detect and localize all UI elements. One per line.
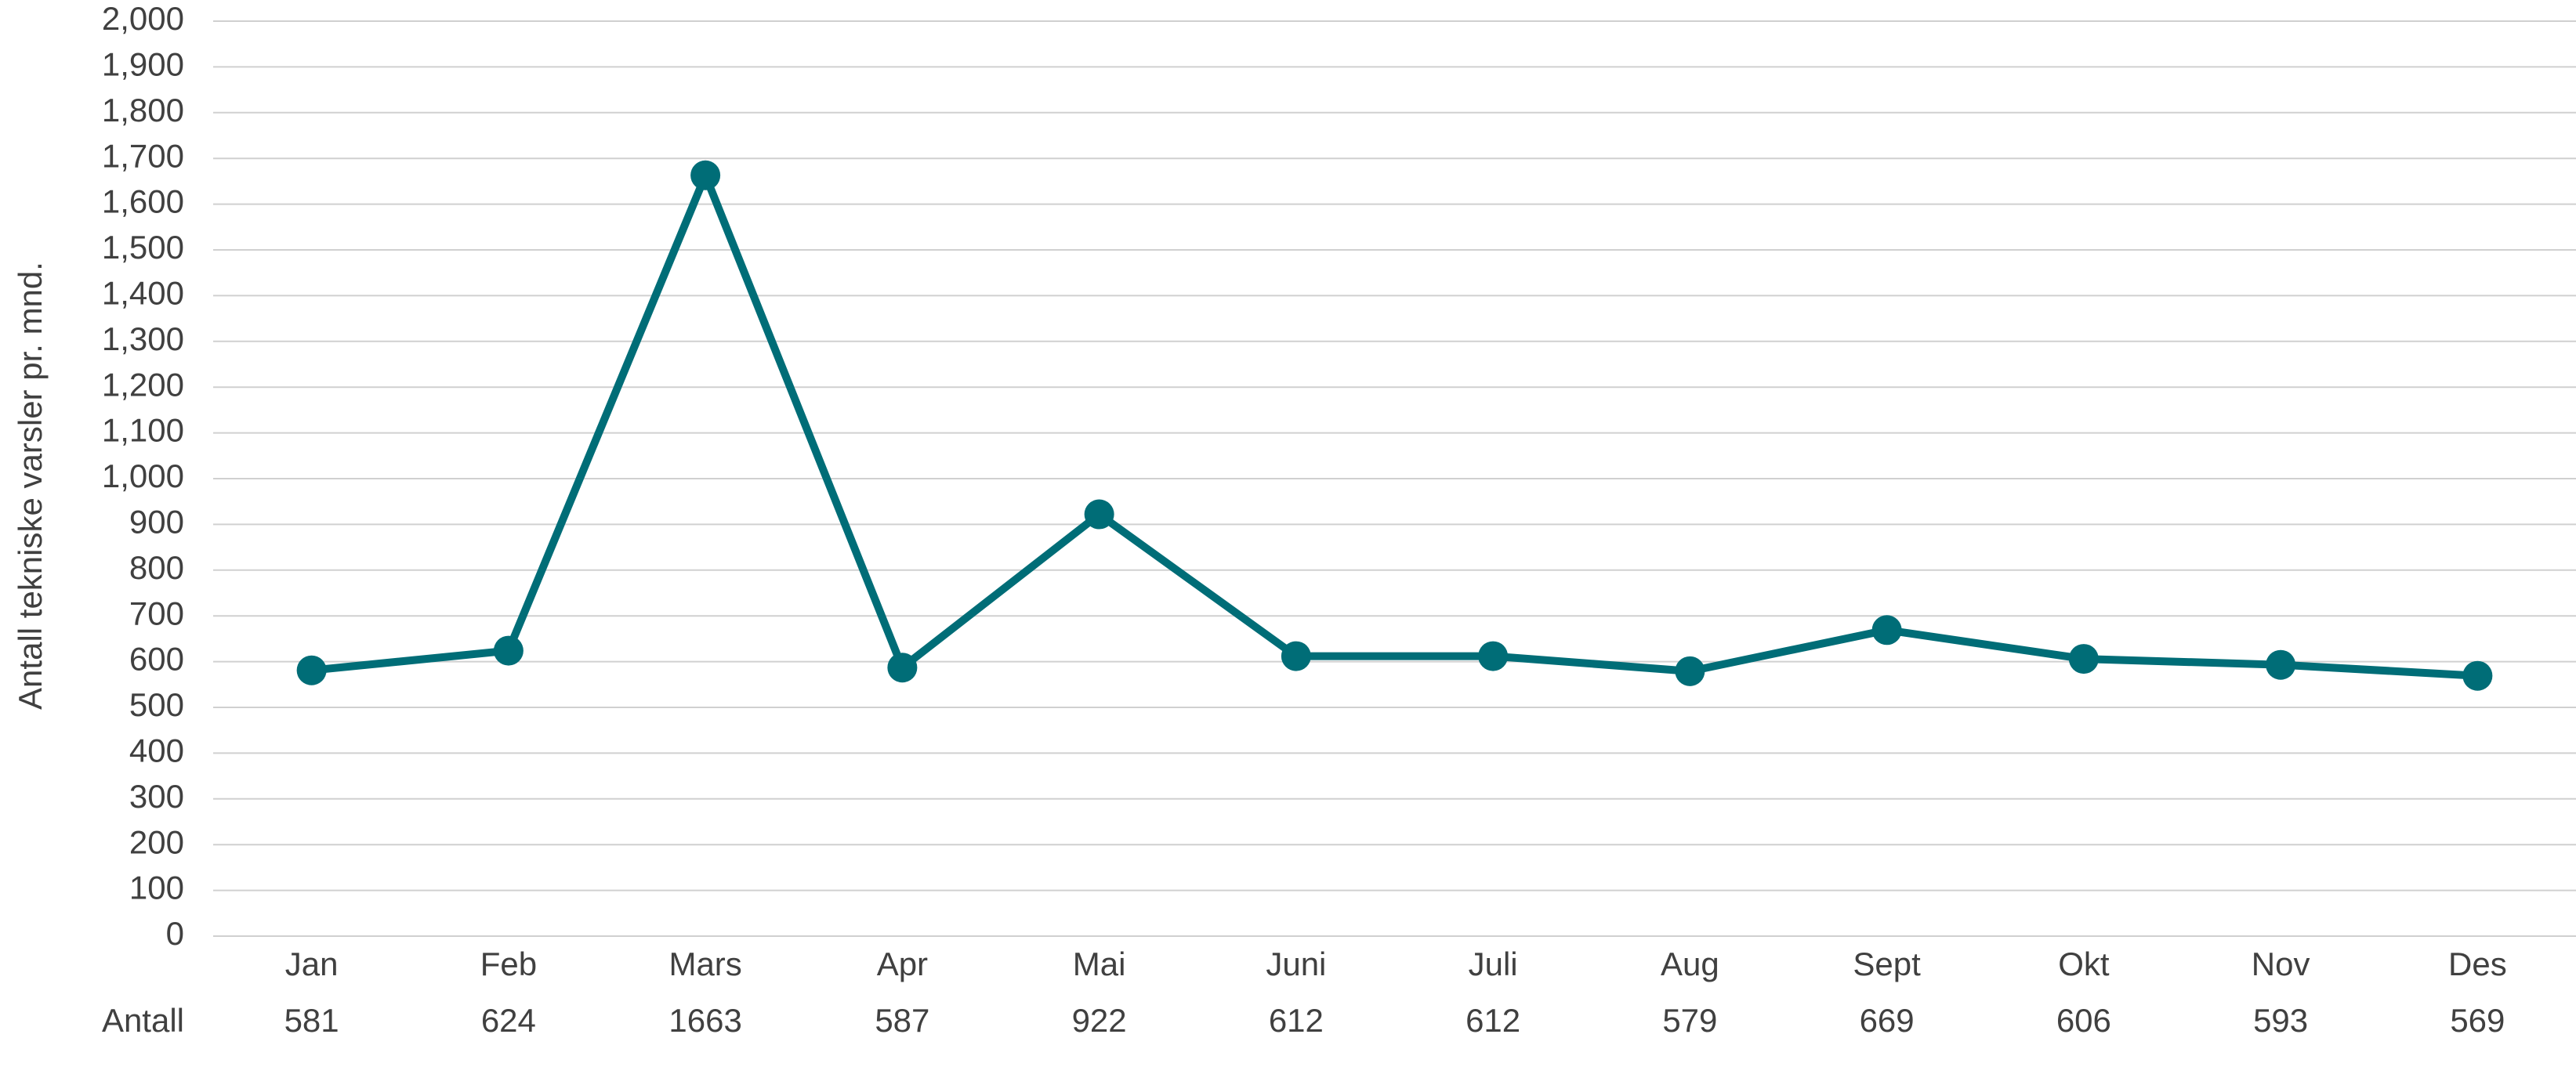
y-tick-label: 1,600	[102, 183, 184, 220]
x-tick-label: Apr	[877, 946, 928, 982]
y-tick-label: 1,300	[102, 320, 184, 357]
x-tick-label: Des	[2448, 946, 2507, 982]
table-value: 587	[875, 1002, 929, 1039]
data-point	[1478, 641, 1509, 671]
x-tick-label: Jan	[285, 946, 339, 982]
table-value: 624	[481, 1002, 536, 1039]
data-point	[690, 160, 721, 190]
y-tick-label: 700	[129, 595, 184, 631]
table-value: 612	[1466, 1002, 1520, 1039]
x-tick-label: Feb	[480, 946, 537, 982]
data-point	[493, 635, 524, 666]
table-value: 579	[1662, 1002, 1717, 1039]
table-row-label: Antall	[102, 1002, 184, 1039]
y-tick-label: 1,000	[102, 457, 184, 494]
table-value: 1663	[668, 1002, 741, 1039]
y-tick-label: 1,400	[102, 274, 184, 311]
y-tick-label: 1,900	[102, 45, 184, 82]
data-point	[1871, 615, 1902, 645]
y-tick-label: 300	[129, 778, 184, 815]
data-point	[1084, 499, 1114, 530]
y-tick-label: 1,200	[102, 366, 184, 403]
y-tick-label: 0	[166, 915, 184, 952]
x-tick-label: Aug	[1661, 946, 1719, 982]
data-point	[296, 655, 327, 685]
y-tick-label: 900	[129, 503, 184, 540]
x-tick-label: Mai	[1073, 946, 1126, 982]
table-value: 581	[284, 1002, 339, 1039]
y-axis-title: Antall tekniske varsler pr. mnd.	[12, 262, 49, 710]
y-tick-label: 1,700	[102, 137, 184, 174]
y-tick-label: 1,500	[102, 229, 184, 266]
table-value: 612	[1269, 1002, 1324, 1039]
data-point	[1675, 656, 1705, 686]
table-value: 669	[1860, 1002, 1915, 1039]
y-tick-label: 600	[129, 641, 184, 678]
data-point	[1281, 641, 1311, 671]
x-tick-label: Mars	[668, 946, 741, 982]
x-tick-label: Sept	[1853, 946, 1921, 982]
data-line	[311, 171, 2478, 680]
y-tick-label: 500	[129, 686, 184, 723]
y-tick-label: 1,100	[102, 412, 184, 449]
table-value: 922	[1072, 1002, 1127, 1039]
x-tick-label: Nov	[2252, 946, 2310, 982]
x-tick-label: Juli	[1469, 946, 1518, 982]
data-point	[2266, 649, 2296, 680]
y-tick-label: 400	[129, 732, 184, 768]
y-tick-label: 800	[129, 549, 184, 586]
y-tick-label: 200	[129, 823, 184, 860]
x-tick-label: Okt	[2058, 946, 2110, 982]
data-point	[2462, 660, 2493, 691]
x-tick-label: Juni	[1266, 946, 1326, 982]
y-tick-label: 100	[129, 870, 184, 906]
y-tick-label: 2,000	[102, 0, 184, 37]
table-value: 569	[2450, 1002, 2505, 1039]
table-value: 606	[2056, 1002, 2111, 1039]
table-value: 593	[2253, 1002, 2308, 1039]
data-point	[887, 653, 918, 683]
data-point	[2068, 644, 2099, 674]
y-tick-label: 1,800	[102, 92, 184, 128]
